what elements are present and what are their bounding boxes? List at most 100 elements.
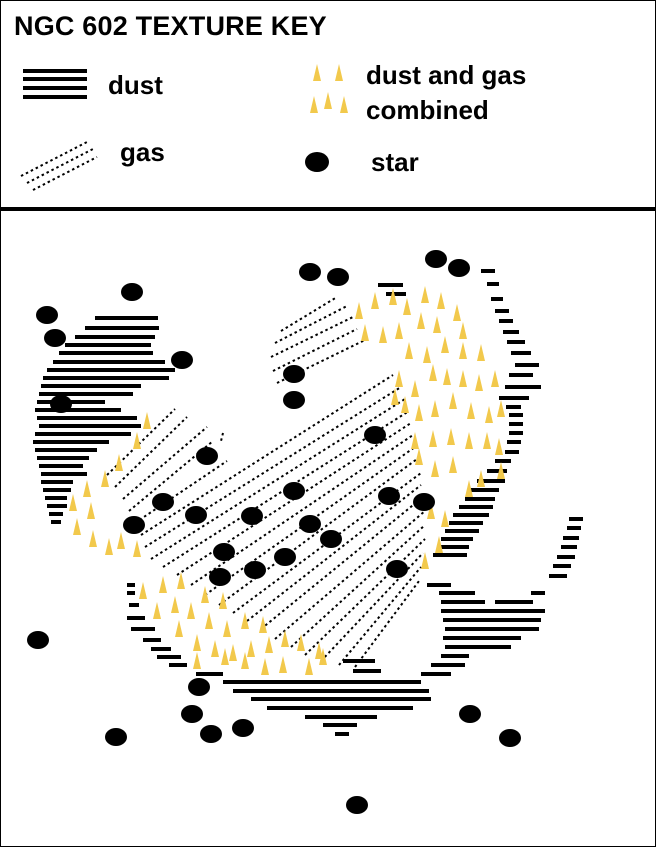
star-mark <box>209 568 231 586</box>
star-mark <box>44 329 66 347</box>
combined-mark <box>313 64 321 81</box>
combined-mark <box>459 342 467 359</box>
star-mark <box>50 395 72 413</box>
gas-line <box>246 484 422 622</box>
combined-mark <box>431 400 439 417</box>
combined-mark <box>310 96 318 113</box>
combined-mark <box>411 432 419 449</box>
combined-mark <box>449 456 457 473</box>
combined-mark <box>193 652 201 669</box>
gas-line <box>338 566 422 666</box>
gas-line <box>354 580 420 668</box>
gas-line <box>272 328 358 372</box>
star-mark <box>499 729 521 747</box>
combined-mark <box>205 612 213 629</box>
gas-line <box>144 386 402 548</box>
combined-mark <box>281 630 289 647</box>
combined-mark <box>371 292 379 309</box>
combined-mark <box>319 648 327 665</box>
gas-line <box>106 408 176 476</box>
dust-swatch-icon <box>23 69 87 99</box>
gas-line <box>270 316 354 358</box>
star-mark <box>241 507 263 525</box>
star-mark <box>36 306 58 324</box>
star-mark <box>274 548 296 566</box>
star-mark <box>327 268 349 286</box>
combined-regions <box>69 286 505 675</box>
star-mark <box>188 678 210 696</box>
combined-mark <box>389 288 397 305</box>
gas-swatch-icon <box>20 140 98 191</box>
combined-mark <box>415 448 423 465</box>
star-mark <box>386 560 408 578</box>
gas-line <box>114 416 188 488</box>
combined-mark <box>429 430 437 447</box>
combined-mark <box>115 454 123 471</box>
combined-mark <box>187 602 195 619</box>
gas-line <box>220 432 224 442</box>
combined-mark <box>405 342 413 359</box>
combined-mark <box>133 432 141 449</box>
gas-line <box>218 458 418 606</box>
gas-regions <box>106 296 426 668</box>
combined-mark <box>395 322 403 339</box>
combined-mark <box>411 380 419 397</box>
combined-mark <box>391 388 399 405</box>
combined-mark <box>483 432 491 449</box>
star-mark <box>425 250 447 268</box>
combined-mark <box>315 642 323 659</box>
star-mark <box>152 493 174 511</box>
combined-mark <box>89 530 97 547</box>
gas-line <box>134 460 228 524</box>
star-mark <box>413 493 435 511</box>
combined-mark <box>143 412 151 429</box>
combined-mark <box>485 406 493 423</box>
gas-line <box>150 398 406 560</box>
star-mark <box>185 506 207 524</box>
dust-label: dust <box>108 70 163 100</box>
combined-mark <box>324 92 332 109</box>
dust-regions <box>33 269 583 736</box>
combined-mark <box>453 304 461 321</box>
combined-mark <box>201 586 209 603</box>
combined-mark <box>259 616 267 633</box>
star-mark <box>283 365 305 383</box>
combined-mark <box>467 402 475 419</box>
combined-mark <box>223 620 231 637</box>
combined-mark <box>241 652 249 669</box>
star-mark <box>244 561 266 579</box>
combined-mark <box>441 336 449 353</box>
star-mark <box>121 283 143 301</box>
combined-mark <box>465 480 473 497</box>
combined-swatch-icon <box>310 64 348 113</box>
combined-mark <box>105 538 113 555</box>
star-mark <box>213 543 235 561</box>
star-swatch-icon <box>305 152 329 172</box>
combined-mark <box>101 470 109 487</box>
combined-mark <box>139 582 147 599</box>
combined-mark <box>305 658 313 675</box>
combined-mark <box>477 470 485 487</box>
star-mark <box>200 725 222 743</box>
combined-mark <box>153 602 161 619</box>
combined-mark <box>429 364 437 381</box>
combined-mark <box>449 392 457 409</box>
combined-mark <box>435 536 443 553</box>
combined-mark <box>421 286 429 303</box>
gas-line <box>140 374 394 536</box>
star-mark <box>364 426 386 444</box>
combined-mark <box>475 374 483 391</box>
gas-line <box>260 496 424 630</box>
combined-mark <box>427 502 435 519</box>
combined-mark <box>219 592 227 609</box>
star-mark <box>27 631 49 649</box>
star-mark <box>283 391 305 409</box>
star-mark <box>232 719 254 737</box>
gas-line <box>290 524 426 648</box>
gas-line <box>280 296 338 332</box>
combined-mark <box>265 636 273 653</box>
combined-mark <box>443 368 451 385</box>
combined-mark <box>69 494 77 511</box>
star-mark <box>346 796 368 814</box>
